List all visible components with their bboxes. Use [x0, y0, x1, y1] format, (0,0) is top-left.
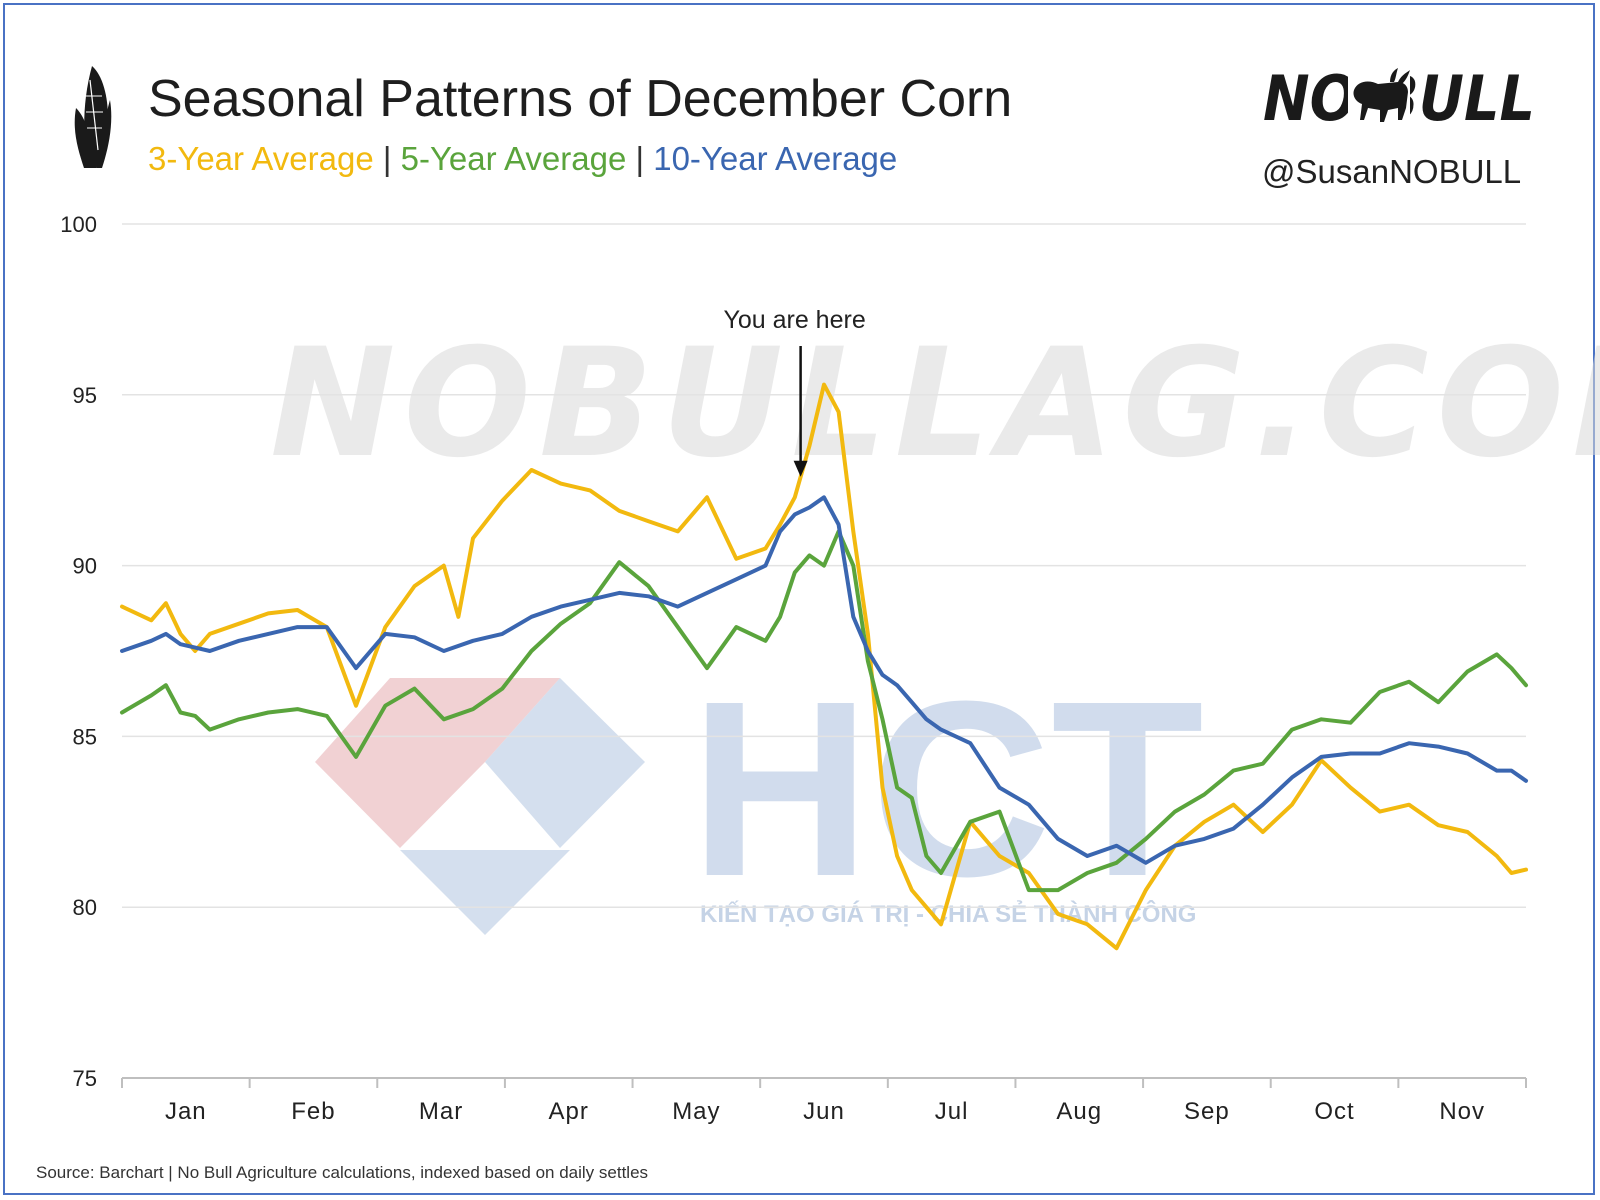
bull-icon: [1348, 68, 1410, 124]
subtitle-part-0: 3-Year Average: [148, 140, 374, 177]
x-axis: Jan Feb Mar Apr May Jun Jul Aug Sep Oct Nov: [121, 1077, 1527, 1125]
chart-gridlines: [122, 223, 1526, 908]
y-tick-label: 75: [73, 1066, 97, 1091]
x-tick-label: Apr: [549, 1098, 589, 1125]
y-tick-label: 95: [73, 383, 97, 408]
y-tick-label: 85: [73, 724, 97, 749]
chart-subtitle: 3-Year Average | 5-Year Average | 10-Yea…: [148, 140, 897, 177]
watermark-diamond-logo: [315, 678, 645, 935]
x-tick-label: Jan: [165, 1098, 207, 1125]
subtitle-part-3: |: [626, 140, 653, 177]
subtitle-part-1: |: [374, 140, 401, 177]
annotation-arrowhead: [793, 460, 808, 477]
watermark-site: NOBULLAG.COM: [270, 317, 1600, 491]
x-tick-label: Aug: [1056, 1098, 1102, 1125]
x-tick-label: Sep: [1184, 1098, 1230, 1125]
y-axis: 75 80 85 90 95 100: [60, 212, 97, 1091]
chart-series: [120, 382, 1528, 951]
chart-annotation: You are here: [723, 306, 866, 477]
subtitle-part-2: 5-Year Average: [401, 140, 627, 177]
chart-title: Seasonal Patterns of December Corn: [148, 70, 1012, 128]
corn-icon: [74, 66, 112, 168]
y-tick-label: 100: [60, 212, 97, 237]
annotation-label: You are here: [723, 306, 865, 334]
x-tick-label: Nov: [1439, 1098, 1485, 1125]
y-tick-label: 90: [73, 554, 97, 579]
x-tick-label: Feb: [291, 1098, 335, 1125]
twitter-handle: @SusanNOBULL: [1262, 153, 1521, 190]
watermark-company: HCT: [690, 649, 1204, 928]
y-tick-label: 80: [73, 895, 97, 920]
subtitle-part-4: 10-Year Average: [653, 140, 897, 177]
watermark-layer: NOBULLAG.COM HCT KIẾN TẠO GIÁ TRỊ - CHIA…: [270, 317, 1600, 935]
x-tick-label: Oct: [1314, 1098, 1354, 1125]
chart-frame: [3, 3, 1595, 1195]
chart-source: Source: Barchart | No Bull Agriculture c…: [36, 1163, 648, 1182]
series-line-3: [120, 495, 1528, 865]
x-tick-label: Mar: [419, 1098, 463, 1125]
series-line-1: [120, 382, 1528, 951]
series-line-2: [120, 529, 1528, 893]
x-tick-label: Jul: [935, 1098, 969, 1125]
x-tick-label: May: [672, 1098, 720, 1125]
x-tick-label: Jun: [803, 1098, 845, 1125]
